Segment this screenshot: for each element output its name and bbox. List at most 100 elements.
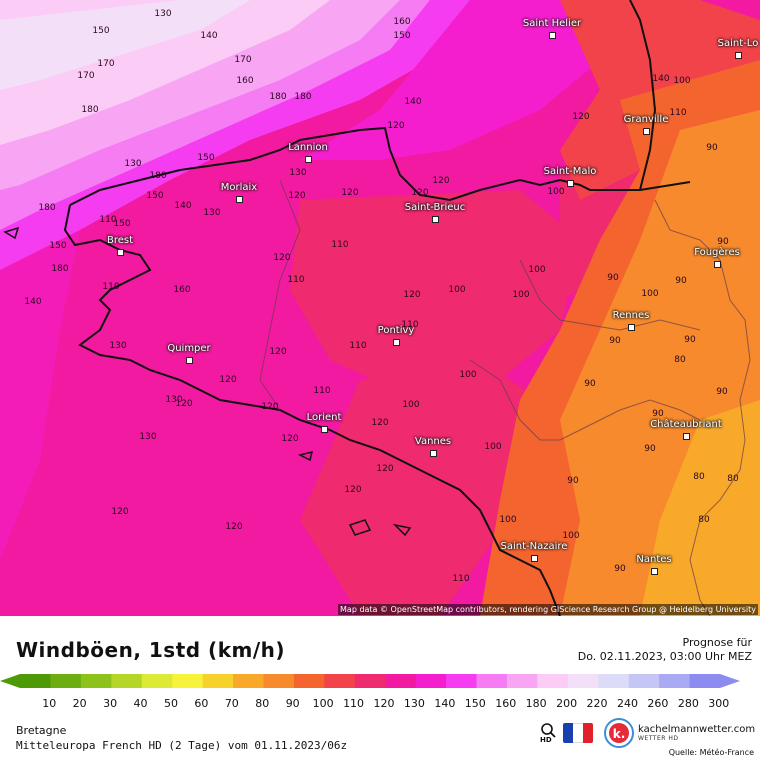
gust-value-label: 90 xyxy=(584,379,596,389)
gust-value-label: 110 xyxy=(669,108,687,118)
scale-swatch xyxy=(80,674,112,688)
city-marker xyxy=(549,32,556,39)
scale-tick-label: 90 xyxy=(285,697,300,710)
city-label[interactable]: Châteaubriant xyxy=(650,419,722,430)
city-label[interactable]: Saint Helier xyxy=(522,18,582,29)
hd-search-icon[interactable] xyxy=(540,722,558,744)
gust-value-label: 130 xyxy=(124,159,142,169)
city-label[interactable]: Fougères xyxy=(694,247,740,258)
gust-value-label: 160 xyxy=(236,76,254,86)
city-label[interactable]: Quimper xyxy=(167,343,211,354)
map-attribution[interactable]: Map data © OpenStreetMap contributors, r… xyxy=(338,604,758,615)
city-label[interactable]: Lannion xyxy=(288,142,328,153)
gust-value-label: 90 xyxy=(716,387,728,397)
scale-tick-label: 100 xyxy=(312,697,334,710)
gust-value-label: 120 xyxy=(269,347,287,357)
gust-value-label: 90 xyxy=(717,237,729,247)
scale-swatch xyxy=(50,674,82,688)
scale-swatch xyxy=(202,674,234,688)
gust-value-label: 120 xyxy=(281,434,299,444)
city-marker xyxy=(714,261,721,268)
scale-tick-label: 180 xyxy=(525,697,547,710)
brand-subtitle: WETTER HD xyxy=(638,735,679,742)
scale-tick-label: 40 xyxy=(133,697,148,710)
region-label: Bretagne xyxy=(16,724,67,737)
scale-swatch xyxy=(172,674,204,688)
gust-value-label: 100 xyxy=(402,400,420,410)
scale-swatch xyxy=(141,674,173,688)
gust-value-label: 100 xyxy=(499,515,517,525)
gust-value-label: 90 xyxy=(614,564,626,574)
city-marker xyxy=(735,52,742,59)
gust-value-label: 150 xyxy=(197,153,215,163)
gust-value-label: 100 xyxy=(484,442,502,452)
scale-swatch xyxy=(354,674,386,688)
gust-value-label: 90 xyxy=(706,143,718,153)
kachelmann-logo-icon[interactable]: k. xyxy=(604,718,634,748)
gust-value-label: 130 xyxy=(289,168,307,178)
gust-value-label: 150 xyxy=(146,191,164,201)
scale-tick-label: 260 xyxy=(647,697,669,710)
gust-value-label: 140 xyxy=(24,297,42,307)
gust-value-label: 110 xyxy=(401,320,419,330)
gust-value-label: 130 xyxy=(165,395,183,405)
gust-value-label: 120 xyxy=(261,402,279,412)
city-label[interactable]: Brest xyxy=(106,235,134,246)
city-label[interactable]: Saint-Lo xyxy=(717,38,759,49)
gust-value-label: 140 xyxy=(404,97,422,107)
city-label[interactable]: Vannes xyxy=(414,436,452,447)
city-label[interactable]: Pontivy xyxy=(377,325,415,336)
gust-value-label: 90 xyxy=(567,476,579,486)
gust-value-label: 120 xyxy=(288,191,306,201)
color-scale xyxy=(0,674,740,688)
gust-value-label: 80 xyxy=(698,515,710,525)
gust-value-label: 150 xyxy=(113,219,131,229)
city-label[interactable]: Nantes xyxy=(636,554,672,565)
gust-value-label: 90 xyxy=(684,335,696,345)
scale-swatch xyxy=(293,674,325,688)
city-marker xyxy=(321,426,328,433)
city-marker xyxy=(430,450,437,457)
scale-swatch xyxy=(415,674,447,688)
scale-tick-label: 130 xyxy=(403,697,425,710)
gust-value-label: 150 xyxy=(393,31,411,41)
french-flag-icon[interactable] xyxy=(563,723,593,743)
model-label: Mitteleuropa French HD (2 Tage) vom 01.1… xyxy=(16,739,348,752)
gust-value-label: 80 xyxy=(674,355,686,365)
scale-swatch xyxy=(111,674,143,688)
scale-tick-label: 60 xyxy=(194,697,209,710)
scale-tick-label: 10 xyxy=(42,697,57,710)
gust-value-label: 120 xyxy=(403,290,421,300)
gust-value-label: 80 xyxy=(727,474,739,484)
gust-value-label: 130 xyxy=(139,432,157,442)
city-label[interactable]: Saint-Brieuc xyxy=(404,202,466,213)
gust-value-label: 170 xyxy=(234,55,252,65)
gust-value-label: 180 xyxy=(81,105,99,115)
scale-swatch xyxy=(659,674,691,688)
city-label[interactable]: Saint-Nazaire xyxy=(500,541,568,552)
city-label[interactable]: Lorient xyxy=(306,412,342,423)
scale-tick-label: 80 xyxy=(255,697,270,710)
city-marker xyxy=(186,357,193,364)
gust-value-label: 140 xyxy=(652,74,670,84)
gust-value-label: 180 xyxy=(294,92,312,102)
wind-gust-field xyxy=(0,0,760,616)
gust-value-label: 170 xyxy=(97,59,115,69)
gust-value-label: 160 xyxy=(173,285,191,295)
gust-value-label: 120 xyxy=(344,485,362,495)
city-label[interactable]: Granville xyxy=(623,114,669,125)
city-label[interactable]: Rennes xyxy=(612,310,650,321)
city-label[interactable]: Morlaix xyxy=(220,182,258,193)
city-marker xyxy=(651,568,658,575)
scale-swatch xyxy=(263,674,295,688)
weather-map[interactable]: 130 150 140 160 170 150 170 160 180 170 180 180 140 1… xyxy=(0,0,760,616)
scale-swatch xyxy=(385,674,417,688)
gust-value-label: 90 xyxy=(607,273,619,283)
gust-value-label: 120 xyxy=(572,112,590,122)
gust-value-label: 120 xyxy=(371,418,389,428)
gust-value-label: 100 xyxy=(512,290,530,300)
city-label[interactable]: Saint-Malo xyxy=(543,166,597,177)
gust-value-label: 110 xyxy=(452,574,470,584)
gust-value-label: 110 xyxy=(349,341,367,351)
brand-name[interactable]: kachelmannwetter.com xyxy=(638,724,756,735)
